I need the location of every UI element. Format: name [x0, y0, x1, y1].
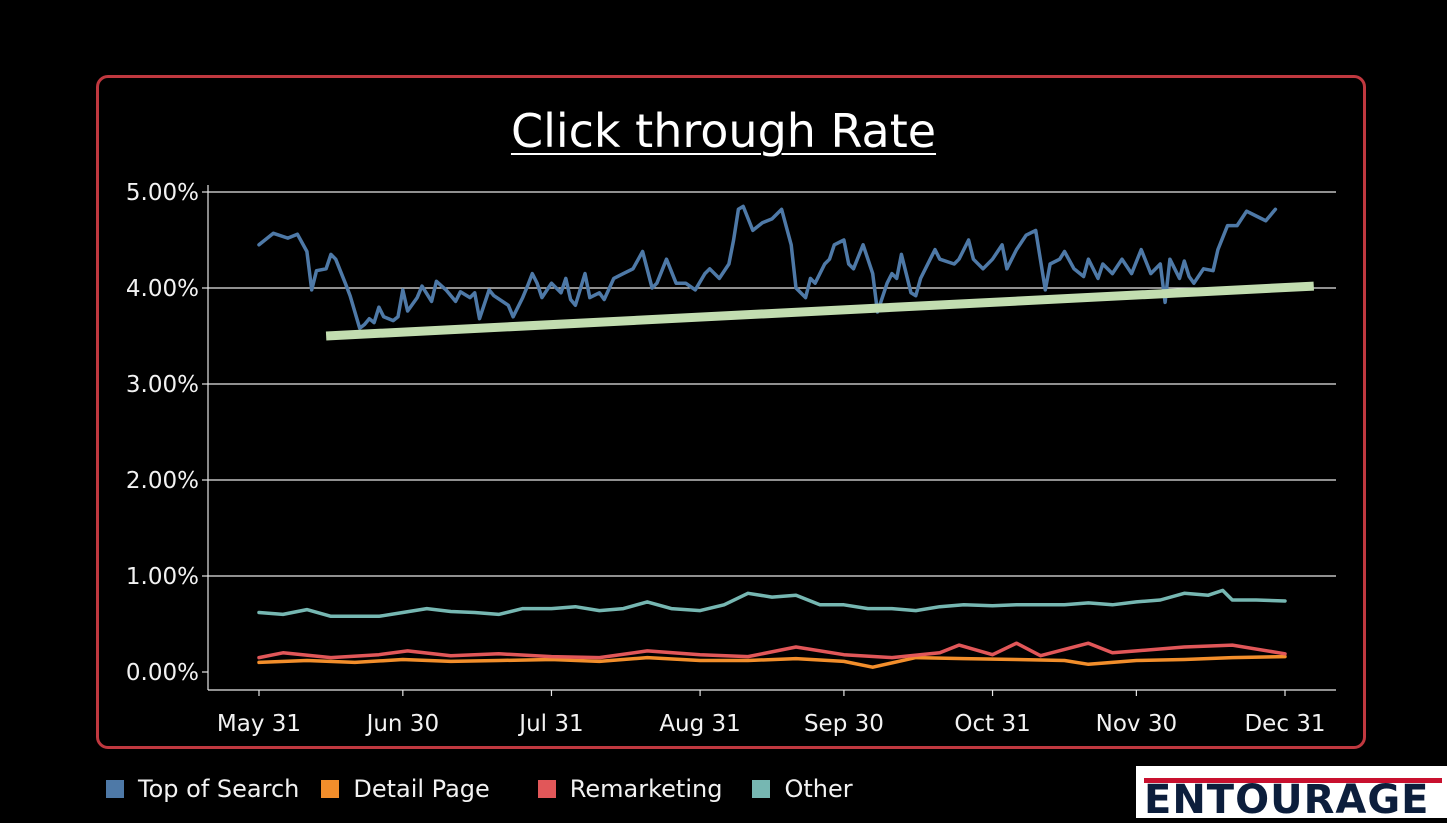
y-tick-label: 0.00%: [126, 660, 199, 686]
x-tick-label: Jul 31: [517, 711, 583, 737]
logo-text: ENTOURAGE: [1144, 777, 1430, 823]
legend: Top of Search Detail Page Remarketing Ot…: [106, 773, 875, 805]
series-lines: [257, 204, 1287, 669]
legend-swatch: [106, 780, 124, 798]
legend-swatch: [321, 780, 340, 798]
x-tick-label: Oct 31: [954, 711, 1030, 737]
legend-label: Detail Page: [353, 775, 490, 803]
x-tick-label: Dec 31: [1244, 711, 1325, 737]
trend-line: [325, 281, 1314, 341]
legend-item-top-of-search[interactable]: Top of Search: [106, 775, 299, 803]
y-tick-label: 2.00%: [126, 468, 199, 494]
series-line-remarketing: [257, 641, 1287, 660]
legend-swatch: [752, 780, 771, 798]
legend-swatch: [537, 780, 556, 798]
chart-frame: [96, 75, 1366, 749]
trend-line-layer: [325, 281, 1314, 341]
legend-label: Top of Search: [138, 775, 300, 803]
x-tick-label: Nov 30: [1096, 711, 1177, 737]
y-tick-label: 5.00%: [126, 180, 199, 206]
x-tick-label: May 31: [217, 711, 301, 737]
legend-item-remarketing[interactable]: Remarketing: [537, 775, 723, 803]
x-tick-label: Aug 31: [659, 711, 741, 737]
grid-lines: [208, 191, 1336, 577]
x-tick-label: Sep 30: [804, 711, 884, 737]
axes: 5.00% 4.00% 3.00% 2.00% 1.00% 0.00% May 31 Jun …: [126, 180, 1336, 737]
legend-label: Other: [784, 775, 853, 803]
legend-item-detail-page[interactable]: Detail Page: [321, 775, 490, 803]
y-tick-label: 1.00%: [126, 564, 199, 590]
legend-label: Remarketing: [569, 775, 723, 803]
series-line-other: [257, 588, 1287, 619]
entourage-logo: ENTOURAGE: [1136, 766, 1447, 823]
y-tick-label: 4.00%: [126, 276, 199, 302]
y-tick-label: 3.00%: [126, 372, 199, 398]
chart-title: Click through Rate: [510, 104, 937, 158]
series-line-top-of-search: [257, 204, 1278, 331]
x-tick-label: Jun 30: [365, 711, 440, 737]
legend-item-other[interactable]: Other: [752, 775, 853, 803]
logo-accent-bar: [1144, 778, 1442, 783]
series-line-detail-page: [257, 654, 1287, 669]
